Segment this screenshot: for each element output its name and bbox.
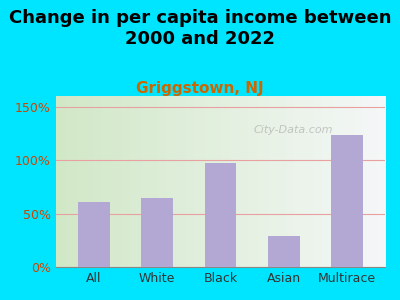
Text: City-Data.com: City-Data.com (253, 125, 332, 135)
Bar (331, 134, 363, 267)
Text: Change in per capita income between
2000 and 2022: Change in per capita income between 2000… (9, 9, 391, 48)
Text: Griggstown, NJ: Griggstown, NJ (136, 81, 264, 96)
Bar (78, 202, 110, 267)
Bar (268, 236, 300, 267)
Bar (204, 164, 236, 267)
Bar (141, 198, 173, 267)
